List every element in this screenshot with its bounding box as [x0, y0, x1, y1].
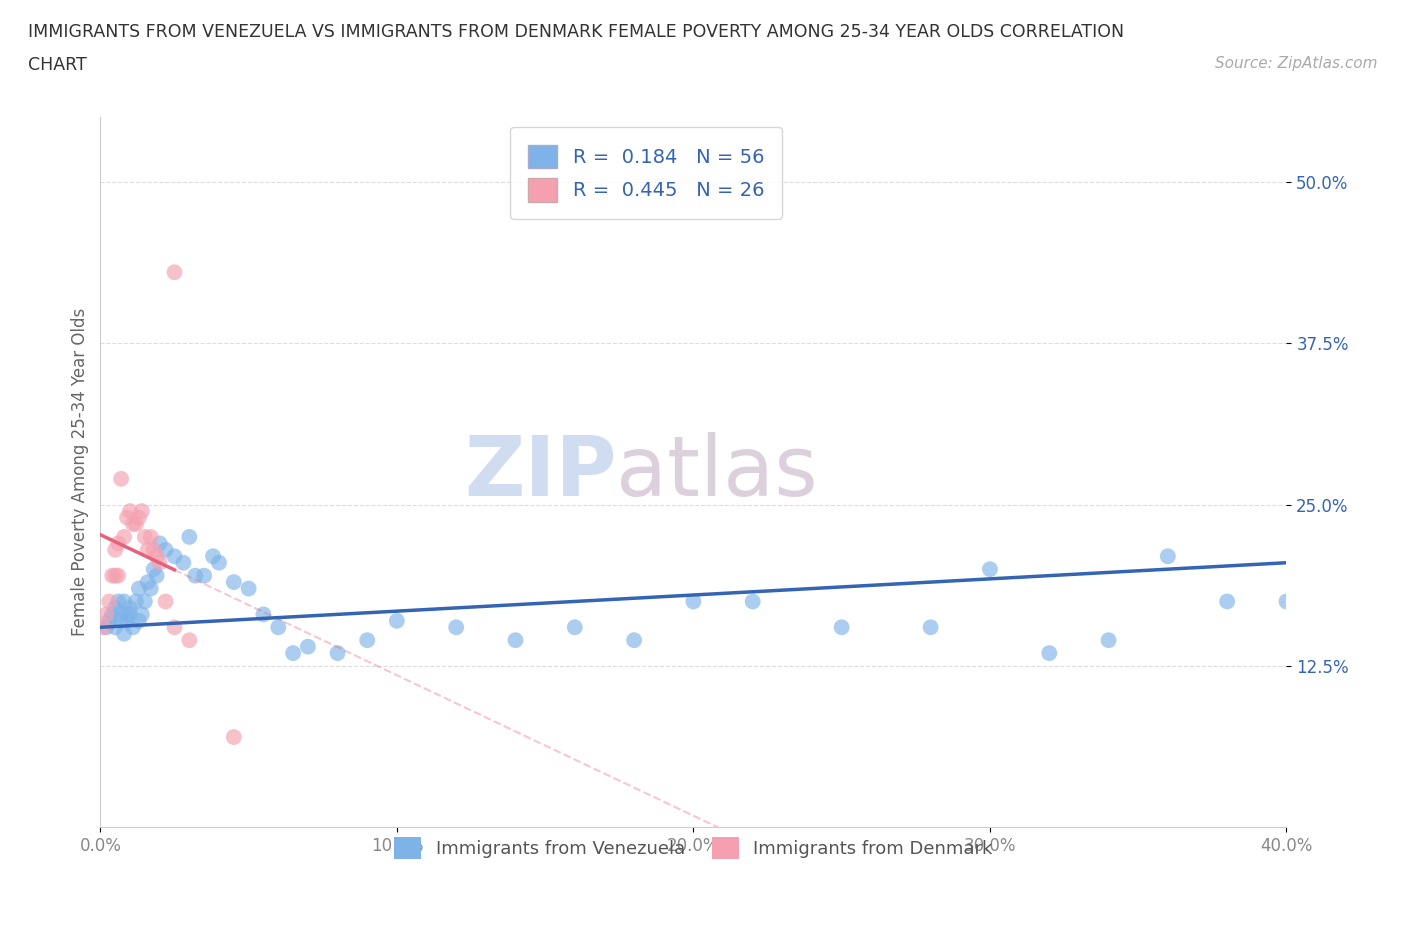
Point [222, 575, 245, 590]
Point [172, 555, 194, 570]
Point [831, 619, 853, 634]
Point [96, 607, 118, 622]
Point [564, 619, 586, 634]
Point [128, 614, 150, 629]
Point [385, 614, 408, 629]
Point [115, 614, 138, 629]
Point [115, 607, 138, 622]
Point [136, 575, 159, 590]
Point [101, 568, 124, 583]
Point [107, 536, 129, 551]
Point [139, 529, 162, 544]
Point [125, 594, 148, 609]
Point [149, 555, 172, 570]
Point [115, 510, 138, 525]
Point [98, 614, 121, 629]
Point [208, 555, 231, 570]
Point [131, 504, 153, 519]
Point [118, 607, 141, 622]
Point [142, 562, 165, 577]
Point [155, 542, 177, 557]
Text: ZIP: ZIP [464, 432, 616, 512]
Point [623, 632, 645, 647]
Point [98, 594, 121, 609]
Legend: Immigrants from Venezuela, Immigrants from Denmark: Immigrants from Venezuela, Immigrants fr… [385, 828, 1002, 868]
Point [96, 619, 118, 634]
Point [112, 529, 135, 544]
Point [107, 568, 129, 583]
Point [112, 626, 135, 641]
Text: CHART: CHART [28, 56, 87, 73]
Point [104, 601, 127, 616]
Point [128, 581, 150, 596]
Point [107, 594, 129, 609]
Point [222, 729, 245, 744]
Point [238, 581, 260, 596]
Point [134, 529, 156, 544]
Point [110, 614, 132, 629]
Point [104, 542, 127, 557]
Point [1157, 549, 1180, 564]
Point [444, 619, 467, 634]
Point [267, 619, 290, 634]
Y-axis label: Female Poverty Among 25-34 Year Olds: Female Poverty Among 25-34 Year Olds [72, 308, 89, 636]
Point [163, 549, 186, 564]
Point [149, 536, 172, 551]
Point [134, 594, 156, 609]
Point [104, 568, 127, 583]
Point [128, 510, 150, 525]
Point [145, 568, 167, 583]
Point [979, 562, 1001, 577]
Point [1038, 645, 1060, 660]
Point [163, 619, 186, 634]
Point [326, 645, 349, 660]
Point [125, 516, 148, 531]
Point [920, 619, 942, 634]
Text: Source: ZipAtlas.com: Source: ZipAtlas.com [1215, 56, 1378, 71]
Point [202, 549, 225, 564]
Point [155, 594, 177, 609]
Point [122, 516, 145, 531]
Point [252, 607, 274, 622]
Point [281, 645, 304, 660]
Point [118, 601, 141, 616]
Point [112, 594, 135, 609]
Point [682, 594, 704, 609]
Point [139, 581, 162, 596]
Point [163, 265, 186, 280]
Point [1275, 594, 1298, 609]
Point [104, 619, 127, 634]
Point [179, 529, 201, 544]
Point [297, 639, 319, 654]
Point [136, 542, 159, 557]
Point [741, 594, 763, 609]
Point [145, 549, 167, 564]
Point [184, 568, 207, 583]
Point [118, 504, 141, 519]
Point [505, 632, 527, 647]
Point [131, 607, 153, 622]
Point [101, 607, 124, 622]
Point [110, 607, 132, 622]
Point [1097, 632, 1119, 647]
Point [179, 632, 201, 647]
Point [356, 632, 378, 647]
Point [142, 542, 165, 557]
Point [1216, 594, 1239, 609]
Text: atlas: atlas [616, 432, 818, 512]
Point [91, 619, 114, 634]
Point [110, 472, 132, 486]
Point [122, 619, 145, 634]
Text: IMMIGRANTS FROM VENEZUELA VS IMMIGRANTS FROM DENMARK FEMALE POVERTY AMONG 25-34 : IMMIGRANTS FROM VENEZUELA VS IMMIGRANTS … [28, 23, 1125, 41]
Point [193, 568, 215, 583]
